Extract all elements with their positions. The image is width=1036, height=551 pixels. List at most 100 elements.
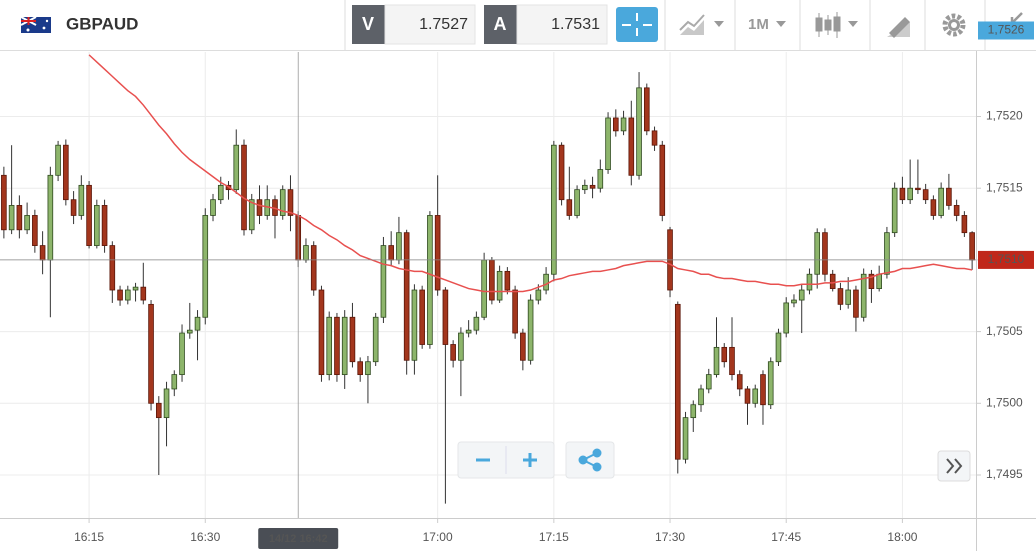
y-tick-label: 1,7515	[986, 180, 1023, 194]
candle-body	[442, 289, 449, 345]
price-label-bg	[978, 250, 1034, 269]
candle-body	[450, 344, 456, 361]
crosshair-label: 14/12 16:42	[269, 533, 328, 545]
candle-body	[613, 117, 619, 132]
candle-body	[636, 87, 642, 176]
toolbar: GBPAUD V 1.7527 A 1.7531 1M	[0, 0, 1036, 51]
bid-button[interactable]	[352, 5, 385, 44]
candle-body	[481, 259, 487, 318]
candle-body	[698, 388, 704, 406]
candle-body	[1, 174, 7, 231]
candle-body	[8, 205, 15, 231]
y-tick-label: 1,7520	[986, 109, 1023, 123]
candle-body	[94, 205, 100, 246]
candle-body	[620, 117, 627, 132]
candle-body	[86, 184, 92, 246]
y-tick-label: 1,7500	[986, 395, 1023, 409]
candle-body	[659, 144, 666, 216]
candle-body	[589, 184, 596, 189]
candle-body	[427, 215, 433, 345]
share-icon	[578, 448, 602, 472]
candle-body	[256, 199, 263, 216]
candle-body	[458, 332, 464, 361]
timeframe[interactable]: 1M	[748, 16, 769, 33]
candle-body	[535, 289, 542, 301]
candle-type-button[interactable]	[815, 12, 858, 38]
candle-body	[783, 302, 790, 334]
candle-body	[845, 289, 851, 305]
x-tick-label: 16:30	[190, 530, 220, 544]
candle-body	[403, 232, 410, 361]
candle-body	[543, 273, 549, 291]
candle-body	[334, 316, 340, 376]
candle-body	[822, 232, 828, 275]
ask-button[interactable]	[484, 5, 517, 44]
x-tick-label: 18:00	[887, 530, 917, 544]
candle-body	[721, 346, 728, 363]
candle-body	[349, 316, 356, 363]
candle-body	[829, 273, 836, 289]
candle-body	[597, 169, 604, 189]
candle-body	[396, 232, 402, 261]
candle-body	[241, 144, 247, 231]
candle-body	[365, 361, 371, 376]
candle-body	[760, 374, 766, 406]
candle-body	[125, 289, 131, 301]
candle-body	[326, 316, 333, 376]
candle-body	[551, 144, 557, 275]
candle-body	[489, 259, 495, 301]
price-label: 1,7510	[988, 252, 1025, 266]
candle-body	[388, 245, 394, 261]
candle-body	[473, 316, 480, 331]
candle-body	[884, 232, 890, 275]
x-tick-label: 17:00	[423, 530, 453, 544]
scroll-end-icon	[946, 458, 963, 474]
candle-body	[752, 388, 759, 404]
crosshair-button[interactable]	[616, 7, 658, 42]
settings-button[interactable]	[942, 13, 966, 37]
symbol: GBPAUD	[66, 14, 138, 33]
candle-body	[465, 329, 472, 334]
candle-body	[55, 144, 61, 176]
zoom-in[interactable]	[523, 453, 537, 467]
candle-body	[775, 332, 782, 363]
crosshair-label-bg	[258, 528, 339, 549]
draw-button[interactable]	[887, 17, 910, 38]
candle-body	[132, 286, 139, 291]
candle-body	[16, 205, 23, 231]
chart-type-button[interactable]	[679, 14, 724, 35]
candle-body	[163, 388, 170, 419]
candle-body	[194, 316, 201, 331]
candle-body	[969, 232, 975, 261]
candle-body	[566, 199, 573, 216]
candle-body	[899, 187, 906, 201]
candle-body	[791, 299, 797, 304]
candle-body	[117, 289, 123, 301]
candle-body	[248, 199, 255, 231]
candle-body	[729, 346, 735, 376]
candle-body	[504, 270, 511, 291]
price-label-bg	[978, 21, 1034, 40]
crosshair-icon	[622, 13, 652, 36]
share-button[interactable]	[565, 441, 615, 479]
candle-body	[210, 199, 216, 216]
flag	[20, 16, 51, 33]
candle-body	[938, 187, 944, 216]
candle-body	[930, 199, 937, 216]
candle-body	[806, 273, 813, 291]
candle-body	[512, 289, 518, 334]
price-label: 1,7526	[988, 23, 1025, 37]
candle-body	[202, 215, 209, 318]
candle-body	[682, 417, 689, 460]
candle-body	[47, 174, 54, 261]
x-tick-label: 17:30	[655, 530, 685, 544]
candle-body	[63, 144, 69, 201]
candle-body	[643, 87, 650, 132]
candle-body	[651, 130, 658, 146]
x-tick-label: 16:15	[74, 530, 104, 544]
candle-body	[318, 289, 325, 376]
bid-label: V	[362, 14, 374, 34]
candle-body	[70, 199, 77, 216]
candle-body	[574, 189, 580, 216]
